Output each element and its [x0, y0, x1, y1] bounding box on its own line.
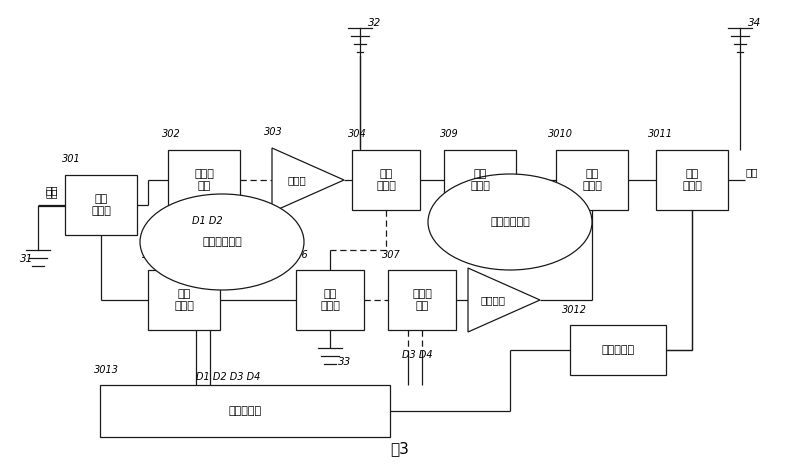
Text: 第四
耦合器: 第四 耦合器: [582, 169, 602, 191]
Text: 306: 306: [290, 250, 309, 260]
Text: 第二衰
减器: 第二衰 减器: [412, 289, 432, 311]
FancyBboxPatch shape: [656, 150, 728, 210]
Text: 31: 31: [20, 254, 34, 264]
Text: 3011: 3011: [648, 129, 673, 139]
Text: D1 D2 D3 D4: D1 D2 D3 D4: [196, 372, 260, 382]
Text: 第一
耦合器: 第一 耦合器: [91, 194, 111, 216]
Text: 自动控制器: 自动控制器: [229, 406, 262, 416]
FancyBboxPatch shape: [296, 270, 364, 330]
Text: 输入: 输入: [46, 185, 58, 195]
Text: 307: 307: [382, 250, 401, 260]
Text: 33: 33: [338, 357, 351, 367]
Text: 窄带接收机: 窄带接收机: [602, 345, 634, 355]
Text: 303: 303: [264, 127, 282, 137]
Text: 图3: 图3: [390, 441, 410, 456]
Text: 输入: 输入: [46, 188, 58, 198]
FancyBboxPatch shape: [100, 385, 390, 437]
Text: D3 D4: D3 D4: [402, 350, 433, 360]
Polygon shape: [272, 148, 344, 212]
Text: 误差抵消环路: 误差抵消环路: [490, 217, 530, 227]
Text: 304: 304: [348, 129, 366, 139]
Text: 308: 308: [460, 248, 478, 258]
FancyBboxPatch shape: [556, 150, 628, 210]
FancyBboxPatch shape: [444, 150, 516, 210]
Ellipse shape: [428, 174, 592, 270]
Text: 第二
耦合器: 第二 耦合器: [376, 169, 396, 191]
Text: 误差功放: 误差功放: [481, 295, 506, 305]
Text: 载波抵消环路: 载波抵消环路: [202, 237, 242, 247]
FancyBboxPatch shape: [168, 150, 240, 210]
Text: 第三
耦合器: 第三 耦合器: [320, 289, 340, 311]
Text: D1 D2: D1 D2: [192, 216, 222, 226]
FancyBboxPatch shape: [388, 270, 456, 330]
Text: 主功放: 主功放: [288, 175, 306, 185]
Text: 301: 301: [62, 154, 81, 164]
Text: 32: 32: [368, 18, 382, 28]
Polygon shape: [468, 268, 540, 332]
Text: 3010: 3010: [548, 129, 573, 139]
Text: 第一衰
减器: 第一衰 减器: [194, 169, 214, 191]
Text: 第二
延迟器: 第二 延迟器: [470, 169, 490, 191]
Text: 305: 305: [142, 250, 161, 260]
FancyBboxPatch shape: [570, 325, 666, 375]
FancyBboxPatch shape: [148, 270, 220, 330]
Text: 3013: 3013: [94, 365, 119, 375]
Text: 输出: 输出: [746, 167, 758, 177]
FancyBboxPatch shape: [352, 150, 420, 210]
FancyBboxPatch shape: [65, 175, 137, 235]
Text: 34: 34: [748, 18, 762, 28]
Text: 第一
延迟器: 第一 延迟器: [174, 289, 194, 311]
Text: 309: 309: [440, 129, 458, 139]
Ellipse shape: [140, 194, 304, 290]
Text: 3012: 3012: [562, 305, 587, 315]
Text: 第五
耦合器: 第五 耦合器: [682, 169, 702, 191]
Text: 302: 302: [162, 129, 181, 139]
